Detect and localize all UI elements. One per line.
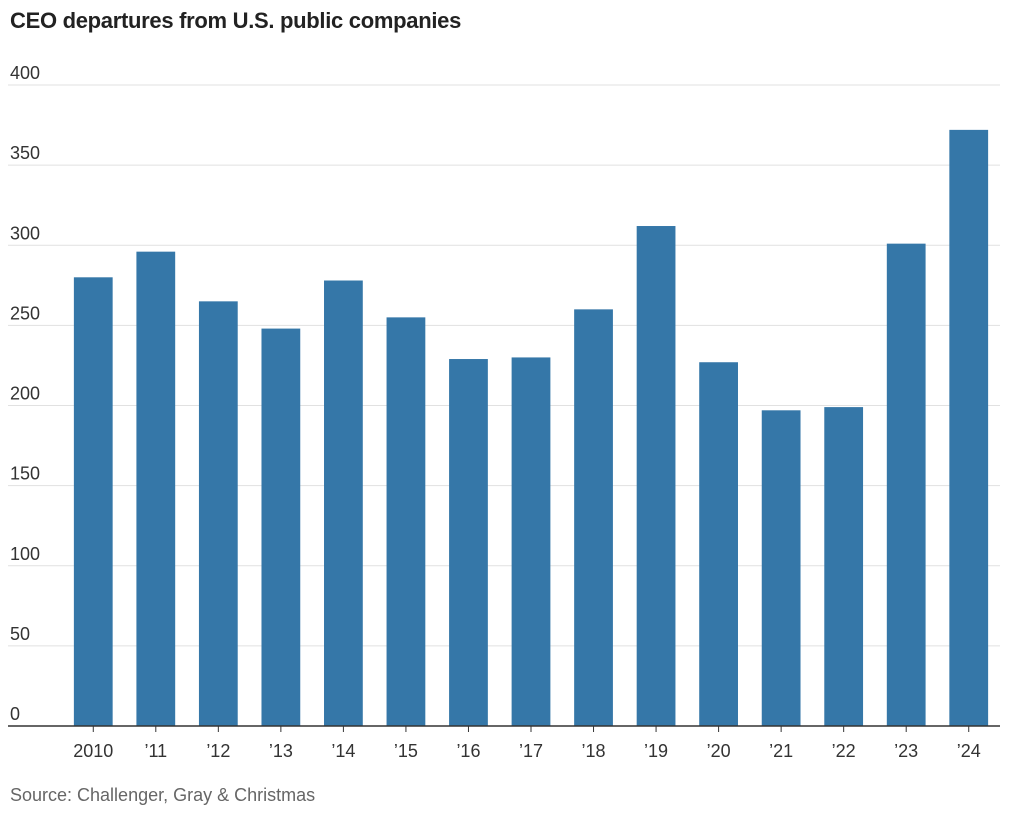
y-tick-label: 350 (10, 143, 40, 163)
x-tick-label: ’18 (582, 741, 606, 761)
x-tick-label: ’12 (206, 741, 230, 761)
y-axis-tick-labels: 0 50 100 150 200 250 300 350 400 (10, 63, 40, 724)
y-tick-label: 300 (10, 223, 40, 243)
y-tick-label: 200 (10, 384, 40, 404)
bar-6 (449, 359, 488, 726)
x-tick-label: ’22 (832, 741, 856, 761)
bar-8 (574, 309, 613, 726)
bar-7 (511, 357, 551, 726)
x-tick-label: ’17 (519, 741, 543, 761)
bar-9 (636, 226, 676, 726)
x-tick-label: ’21 (769, 741, 793, 761)
bar-3 (261, 328, 301, 726)
bar-4 (324, 280, 363, 726)
bar-14 (949, 129, 989, 726)
bar-5 (386, 317, 426, 726)
x-tick-label: ’19 (644, 741, 668, 761)
bar-12 (824, 407, 864, 726)
y-tick-label: 250 (10, 303, 40, 323)
y-tick-label: 50 (10, 624, 30, 644)
bar-11 (761, 410, 801, 726)
x-tick-label: ’11 (144, 741, 167, 761)
y-tick-label: 100 (10, 544, 40, 564)
x-axis-tick-labels: 2010 ’11 ’12 ’13 ’14 ’15 ’16 ’17 ’18 ’19 ’20 ’21 ’22… (73, 726, 981, 761)
x-tick-label: ’24 (957, 741, 981, 761)
source-note: Source: Challenger, Gray & Christmas (10, 785, 316, 805)
bars (73, 129, 989, 726)
x-tick-label: ’23 (894, 741, 918, 761)
bar-1 (136, 251, 176, 726)
y-tick-label: 0 (10, 704, 20, 724)
x-tick-label: ’15 (394, 741, 418, 761)
bar-2 (198, 301, 238, 726)
x-tick-label: ’16 (456, 741, 480, 761)
bar-0 (73, 277, 113, 726)
x-tick-label: ’13 (269, 741, 293, 761)
y-tick-label: 400 (10, 63, 40, 83)
y-tick-label: 150 (10, 464, 40, 484)
chart-title: CEO departures from U.S. public companie… (10, 8, 462, 33)
x-tick-label: ’14 (331, 741, 355, 761)
x-tick-label: 2010 (73, 741, 113, 761)
x-tick-label: ’20 (707, 741, 731, 761)
bar-10 (699, 362, 738, 726)
bar-13 (886, 243, 926, 726)
